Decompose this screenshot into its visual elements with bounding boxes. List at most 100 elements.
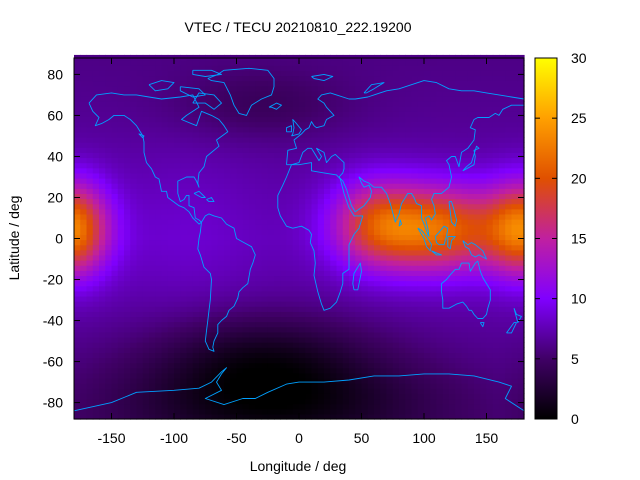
heatmap-cell bbox=[86, 408, 94, 415]
heatmap-cell bbox=[505, 198, 513, 205]
heatmap-cell bbox=[180, 362, 188, 369]
heatmap-cell bbox=[349, 362, 356, 369]
heatmap-cell bbox=[405, 275, 413, 282]
heatmap-cell bbox=[86, 183, 94, 189]
heatmap-cell bbox=[392, 208, 400, 215]
heatmap-cell bbox=[149, 301, 156, 307]
heatmap-cell bbox=[230, 377, 238, 384]
heatmap-cell bbox=[424, 111, 431, 118]
heatmap-cell bbox=[286, 106, 294, 112]
heatmap-cell bbox=[449, 213, 456, 220]
heatmap-cell bbox=[499, 383, 506, 389]
heatmap-cell bbox=[280, 75, 288, 82]
heatmap-cell bbox=[480, 331, 488, 338]
heatmap-cell bbox=[255, 265, 263, 271]
heatmap-cell bbox=[349, 244, 356, 251]
heatmap-cell bbox=[486, 70, 494, 77]
heatmap-cell bbox=[467, 331, 475, 338]
heatmap-cell bbox=[474, 234, 481, 241]
heatmap-cell bbox=[105, 157, 113, 164]
heatmap-cell bbox=[299, 106, 306, 112]
heatmap-cell bbox=[455, 193, 463, 200]
heatmap-cell bbox=[249, 75, 256, 82]
heatmap-cell bbox=[480, 101, 488, 107]
heatmap-cell bbox=[167, 367, 175, 374]
heatmap-cell bbox=[349, 183, 356, 189]
heatmap-cell bbox=[480, 234, 488, 241]
heatmap-cell bbox=[224, 254, 231, 261]
heatmap-cell bbox=[305, 234, 313, 241]
heatmap-cell bbox=[417, 106, 425, 112]
heatmap-cell bbox=[236, 224, 244, 230]
heatmap-cell bbox=[355, 157, 363, 164]
heatmap-cell bbox=[436, 116, 444, 123]
heatmap-cell bbox=[374, 301, 381, 307]
heatmap-cell bbox=[217, 80, 225, 87]
heatmap-cell bbox=[99, 203, 106, 210]
heatmap-cell bbox=[86, 203, 94, 210]
heatmap-cell bbox=[186, 254, 194, 261]
heatmap-cell bbox=[411, 254, 419, 261]
heatmap-cell bbox=[92, 336, 100, 343]
heatmap-cell bbox=[249, 111, 256, 118]
heatmap-cell bbox=[399, 336, 406, 343]
heatmap-cell bbox=[255, 316, 263, 323]
heatmap-cell bbox=[136, 377, 144, 384]
vtec-heatmap bbox=[74, 54, 525, 420]
heatmap-cell bbox=[242, 280, 250, 287]
heatmap-cell bbox=[205, 121, 213, 128]
heatmap-cell bbox=[367, 229, 375, 235]
heatmap-cell bbox=[217, 60, 225, 66]
heatmap-cell bbox=[242, 162, 250, 169]
heatmap-cell bbox=[174, 234, 181, 241]
heatmap-cell bbox=[299, 111, 306, 118]
heatmap-cell bbox=[505, 121, 513, 128]
heatmap-cell bbox=[267, 224, 275, 230]
heatmap-cell bbox=[467, 306, 475, 312]
heatmap-cell bbox=[361, 208, 369, 215]
heatmap-cell bbox=[136, 172, 144, 179]
heatmap-cell bbox=[199, 193, 206, 200]
heatmap-cell bbox=[286, 408, 294, 415]
heatmap-cell bbox=[167, 372, 175, 379]
heatmap-cell bbox=[467, 254, 475, 261]
heatmap-cell bbox=[136, 321, 144, 328]
heatmap-cell bbox=[155, 280, 163, 287]
heatmap-cell bbox=[442, 213, 450, 220]
heatmap-cell bbox=[205, 265, 213, 271]
heatmap-cell bbox=[492, 213, 500, 220]
heatmap-cell bbox=[124, 265, 131, 271]
heatmap-cell bbox=[124, 377, 131, 384]
heatmap-cell bbox=[286, 362, 294, 369]
heatmap-cell bbox=[324, 65, 331, 71]
heatmap-cell bbox=[236, 254, 244, 261]
heatmap-cell bbox=[286, 234, 294, 241]
heatmap-cell bbox=[324, 413, 331, 420]
heatmap-cell bbox=[386, 342, 394, 348]
heatmap-cell bbox=[230, 90, 238, 97]
heatmap-cell bbox=[267, 254, 275, 261]
heatmap-cell bbox=[424, 90, 431, 97]
heatmap-cell bbox=[324, 295, 331, 302]
heatmap-cell bbox=[324, 372, 331, 379]
heatmap-cell bbox=[424, 270, 431, 277]
heatmap-cell bbox=[255, 342, 263, 348]
heatmap-cell bbox=[80, 95, 88, 102]
heatmap-cell bbox=[405, 413, 413, 420]
heatmap-cell bbox=[311, 342, 319, 348]
heatmap-cell bbox=[336, 85, 344, 92]
heatmap-cell bbox=[424, 95, 431, 102]
heatmap-cell bbox=[80, 193, 88, 200]
heatmap-cell bbox=[386, 95, 394, 102]
heatmap-cell bbox=[349, 167, 356, 174]
heatmap-cell bbox=[399, 316, 406, 323]
heatmap-cell bbox=[92, 398, 100, 405]
heatmap-cell bbox=[317, 362, 325, 369]
heatmap-cell bbox=[99, 260, 106, 266]
heatmap-cell bbox=[224, 377, 231, 384]
heatmap-cell bbox=[330, 193, 338, 200]
heatmap-cell bbox=[299, 260, 306, 266]
heatmap-cell bbox=[236, 162, 244, 169]
heatmap-cell bbox=[155, 295, 163, 302]
heatmap-cell bbox=[336, 224, 344, 230]
